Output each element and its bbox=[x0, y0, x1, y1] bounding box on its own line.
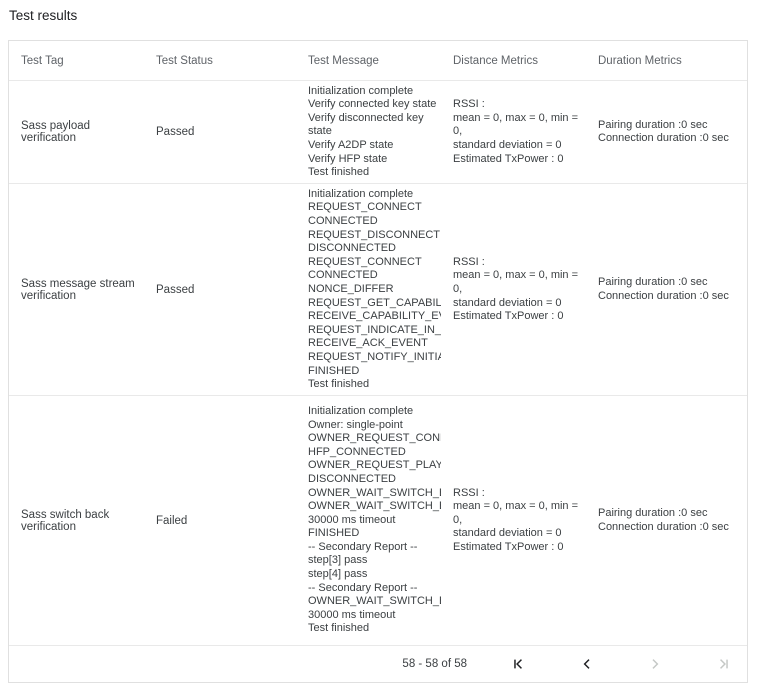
test-status-cell: Passed bbox=[156, 283, 195, 296]
test-message-cell: Initialization complete REQUEST_CONNECT … bbox=[308, 187, 441, 391]
table-row: Sass switch back verification Failed Ini… bbox=[9, 396, 747, 646]
test-tag-cell: Sass payload verification bbox=[21, 120, 91, 145]
test-tag-cell: Sass switch back verification bbox=[21, 508, 110, 533]
page-title: Test results bbox=[9, 8, 78, 23]
distance-metrics-cell: RSSI : mean = 0, max = 0, min = 0, stand… bbox=[453, 98, 579, 165]
first-page-icon bbox=[512, 657, 526, 671]
last-page-button[interactable] bbox=[707, 650, 739, 678]
column-header-distance-metrics: Distance Metrics bbox=[453, 54, 538, 67]
table-row: Sass message stream verification Passed … bbox=[9, 184, 747, 396]
chevron-left-icon bbox=[580, 657, 594, 671]
pagination-bar: 58 - 58 of 58 bbox=[9, 646, 747, 682]
test-tag-cell: Sass message stream verification bbox=[21, 277, 135, 302]
table-row: Sass payload verification Passed Initial… bbox=[9, 81, 747, 185]
duration-metrics-cell: Pairing duration :0 sec Connection durat… bbox=[598, 506, 729, 533]
duration-metrics-cell: Pairing duration :0 sec Connection durat… bbox=[598, 276, 729, 302]
test-message-cell: Initialization complete Owner: single-po… bbox=[308, 404, 441, 635]
table-header-row: Test Tag Test Status Test Message Distan… bbox=[9, 41, 747, 81]
distance-metrics-cell: RSSI : mean = 0, max = 0, min = 0, stand… bbox=[453, 486, 579, 553]
next-page-button[interactable] bbox=[639, 650, 671, 678]
test-message-cell: Initialization complete Verify connected… bbox=[308, 84, 437, 179]
column-header-duration-metrics: Duration Metrics bbox=[598, 54, 682, 67]
test-status-cell: Passed bbox=[156, 126, 195, 139]
duration-metrics-cell: Pairing duration :0 sec Connection durat… bbox=[598, 118, 729, 145]
first-page-button[interactable] bbox=[503, 650, 535, 678]
test-status-cell: Failed bbox=[156, 514, 188, 527]
column-header-test-tag: Test Tag bbox=[21, 54, 64, 67]
last-page-icon bbox=[716, 657, 730, 671]
previous-page-button[interactable] bbox=[571, 650, 603, 678]
column-header-test-message: Test Message bbox=[308, 54, 379, 67]
distance-metrics-cell: RSSI : mean = 0, max = 0, min = 0, stand… bbox=[453, 255, 579, 323]
test-results-table: Test Tag Test Status Test Message Distan… bbox=[8, 40, 748, 683]
pagination-range-label: 58 - 58 of 58 bbox=[402, 658, 467, 670]
chevron-right-icon bbox=[648, 657, 662, 671]
column-header-test-status: Test Status bbox=[156, 54, 213, 67]
